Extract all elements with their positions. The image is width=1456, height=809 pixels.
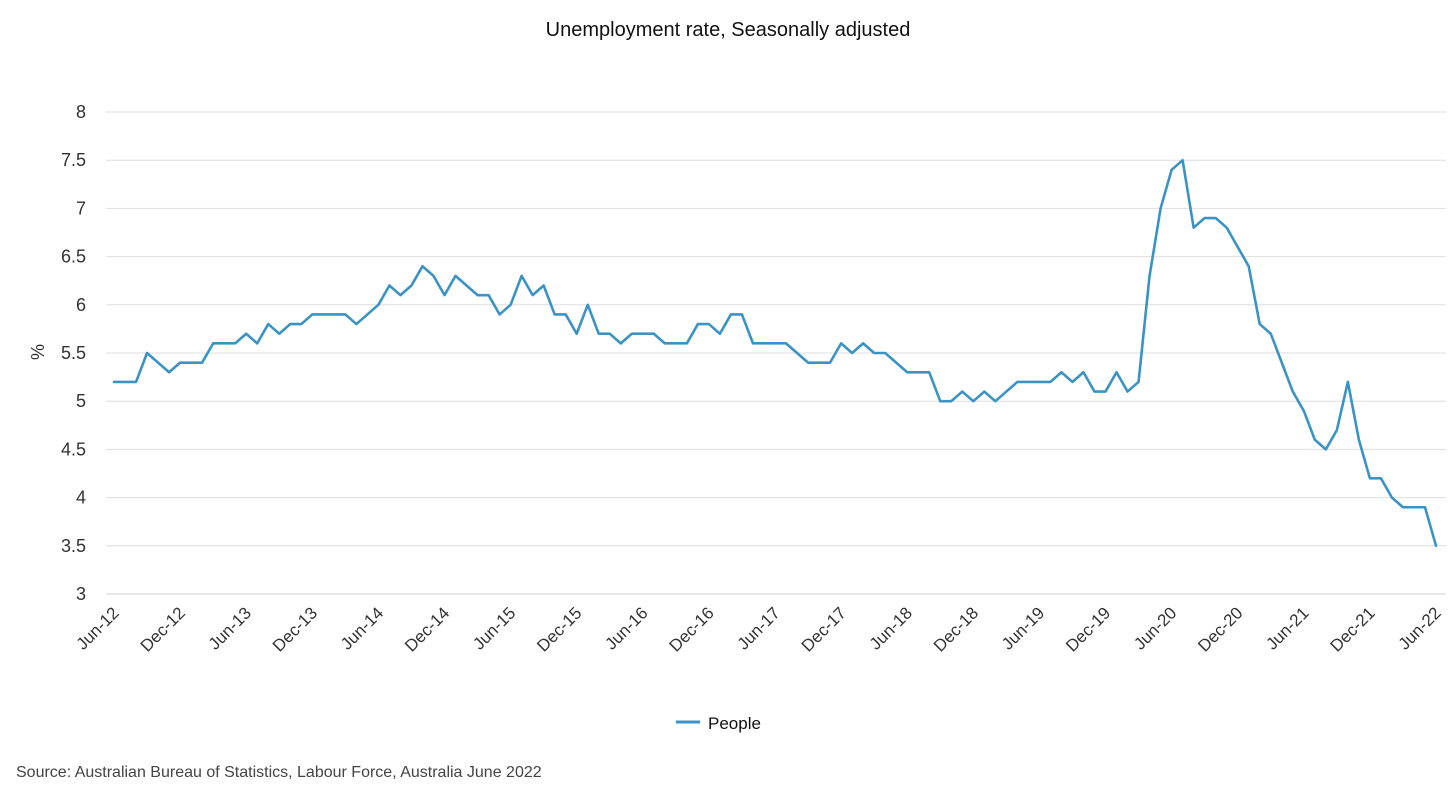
y-tick-label: 7.5 — [61, 150, 86, 170]
x-tick-label: Jun-16 — [601, 603, 651, 653]
x-tick-label: Jun-17 — [734, 603, 784, 653]
x-tick-label: Jun-20 — [1130, 603, 1180, 653]
x-tick-label: Jun-19 — [998, 603, 1048, 653]
x-tick-label: Jun-12 — [73, 603, 123, 653]
legend-label-people: People — [708, 714, 761, 733]
y-tick-label: 7 — [76, 198, 86, 218]
y-tick-label: 5.5 — [61, 343, 86, 363]
x-tick-label: Jun-14 — [337, 603, 387, 653]
x-tick-label: Dec-21 — [1327, 603, 1379, 655]
y-tick-label: 8 — [76, 102, 86, 122]
legend[interactable]: People — [676, 714, 761, 733]
gridlines — [106, 111, 1446, 595]
x-axis-ticks: Jun-12 Dec-12 Jun-13 Dec-13 Jun-14 Dec-14 Jun-… — [73, 603, 1445, 655]
x-tick-label: Jun-21 — [1262, 603, 1312, 653]
y-tick-label: 4.5 — [61, 439, 86, 459]
y-tick-label: 3 — [76, 584, 86, 604]
x-tick-label: Dec-15 — [533, 603, 585, 655]
x-tick-label: Jun-13 — [205, 603, 255, 653]
x-tick-label: Dec-17 — [798, 603, 850, 655]
x-tick-label: Dec-12 — [137, 603, 189, 655]
source-note: Source: Australian Bureau of Statistics,… — [16, 764, 542, 781]
series-group — [112, 158, 1438, 548]
x-tick-label: Dec-13 — [269, 603, 321, 655]
y-tick-label: 4 — [76, 488, 86, 508]
x-tick-label: Jun-18 — [866, 603, 916, 653]
y-axis-label: % — [28, 344, 48, 360]
y-tick-label: 5 — [76, 391, 86, 411]
y-tick-label: 3.5 — [61, 536, 86, 556]
x-tick-label: Jun-22 — [1395, 603, 1445, 653]
y-tick-label: 6.5 — [61, 247, 86, 267]
x-tick-label: Dec-14 — [401, 603, 453, 655]
x-tick-label: Dec-19 — [1062, 603, 1114, 655]
x-tick-label: Dec-20 — [1194, 603, 1246, 655]
x-tick-label: Dec-18 — [930, 603, 982, 655]
y-axis-ticks: 3 3.5 4 4.5 5 5.5 6 6.5 7 7.5 8 — [61, 102, 86, 604]
x-tick-label: Jun-15 — [469, 603, 519, 653]
chart-title: Unemployment rate, Seasonally adjusted — [546, 19, 911, 41]
series-line-people — [112, 158, 1438, 548]
y-tick-label: 6 — [76, 295, 86, 315]
x-tick-label: Dec-16 — [666, 603, 718, 655]
